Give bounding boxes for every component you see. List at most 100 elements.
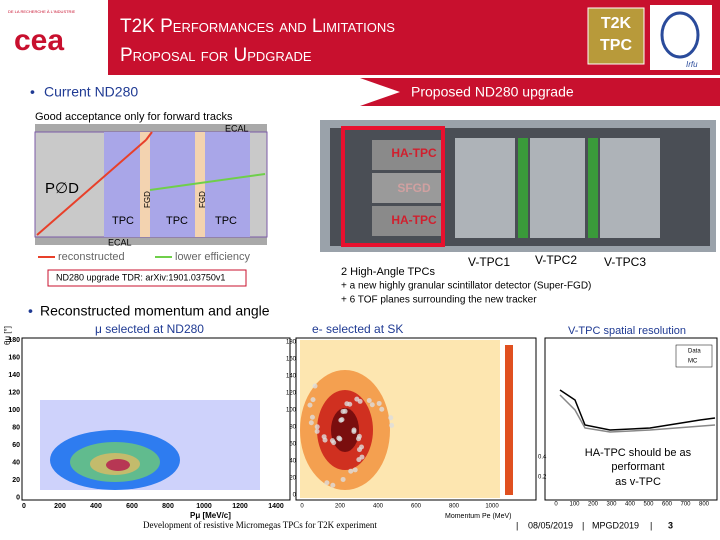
- x-tick-label: 500: [643, 502, 654, 508]
- annotation: performant: [611, 461, 664, 473]
- footer-sep: |: [650, 520, 652, 530]
- note: + a new highly granular scintillator det…: [341, 281, 591, 292]
- y-tick-label: 40: [289, 459, 296, 465]
- event-dot: [366, 398, 372, 404]
- fgd: [518, 138, 528, 238]
- y-tick-label: 60: [12, 442, 20, 449]
- detector-label: SFGD: [397, 181, 431, 195]
- y-tick-label: 80: [12, 424, 20, 431]
- event-dot: [309, 414, 315, 420]
- heading-left-bg: [0, 78, 360, 106]
- plot-title: V-TPC spatial resolution: [568, 325, 686, 337]
- diagram-label: TPC: [112, 215, 134, 227]
- y-tick-label: 40: [12, 459, 20, 466]
- x-tick-label: 400: [373, 504, 384, 510]
- x-tick-label: 400: [90, 503, 102, 510]
- y-tick-label: 160: [8, 354, 20, 361]
- track: [36, 139, 147, 236]
- diagram-label: ECAL: [225, 123, 249, 133]
- y-tick-label: 140: [286, 374, 297, 380]
- x-tick-label: 1000: [485, 504, 499, 510]
- event-dot: [369, 402, 375, 408]
- event-dot: [321, 434, 327, 440]
- diagram-label: TPC: [166, 215, 188, 227]
- title-line1: T2K Performances and Limitations: [120, 16, 395, 37]
- sfgd: [372, 173, 442, 203]
- axis-label: Momentum Pe (MeV): [445, 513, 512, 520]
- y-tick-label: 120: [8, 389, 20, 396]
- org: DE LA RECHERCHE À L'INDUSTRIE: [8, 9, 76, 14]
- annotation: HA-TPC should be as: [585, 447, 692, 459]
- y-tick-label: 0.2: [538, 475, 547, 481]
- bullet: Reconstructed momentum and angle: [40, 303, 270, 319]
- detector-label: HA-TPC: [391, 213, 437, 227]
- heading: Current ND280: [44, 84, 138, 100]
- y-tick-label: 100: [8, 407, 20, 414]
- y-tick-label: 60: [289, 442, 296, 448]
- fgd: [140, 132, 150, 237]
- resolution-curve: [559, 389, 716, 431]
- y-tick-label: 180: [286, 340, 297, 346]
- y-tick-label: 80: [289, 425, 296, 431]
- lab-box: [650, 5, 712, 70]
- footer-talk: Development of resistive Micromegas TPCs…: [143, 520, 377, 530]
- diagram-label: ECAL: [108, 237, 132, 247]
- x-tick-label: 200: [335, 504, 346, 510]
- caption: Good acceptance only for forward tracks: [35, 111, 233, 123]
- diagram-label: TPC: [215, 215, 237, 227]
- note: + 6 TOF planes surrounding the new track…: [341, 295, 537, 306]
- badge-text: T2K: [601, 15, 632, 32]
- x-tick-label: 1400: [268, 503, 284, 510]
- footer-conference: MPGD2019: [592, 520, 639, 530]
- event-dot: [307, 402, 313, 408]
- ha-tpc: [372, 206, 442, 236]
- legend-label: reconstructed: [58, 251, 125, 263]
- event-dot: [348, 468, 354, 474]
- event-dot: [314, 424, 320, 430]
- title-line2: Proposal for Updgrade: [120, 45, 312, 66]
- y-tick-label: 0: [293, 493, 297, 499]
- x-tick-label: 1200: [232, 503, 248, 510]
- event-dot: [352, 467, 358, 473]
- event-dot: [339, 417, 345, 423]
- event-dot: [357, 398, 363, 404]
- event-dot: [336, 435, 342, 441]
- event-dot: [379, 406, 385, 412]
- legend-label: MC: [688, 359, 698, 365]
- event-dot: [330, 482, 336, 488]
- x-tick-label: 1000: [196, 503, 212, 510]
- vtpc-label: V-TPC1: [468, 255, 510, 269]
- reference-box: [47, 269, 247, 287]
- axis-label: Pμ [MeV/c]: [190, 511, 231, 520]
- y-tick-label: 100: [286, 408, 297, 414]
- logo-box: [0, 0, 108, 75]
- heat: [331, 408, 359, 452]
- y-tick-label: 120: [286, 391, 297, 397]
- event-dot: [324, 480, 330, 486]
- legend-box: [675, 344, 713, 368]
- y-tick-label: 140: [8, 372, 20, 379]
- v-tpc: [530, 138, 585, 238]
- y-tick-label: 0.4: [538, 455, 547, 461]
- event-dot: [351, 428, 357, 434]
- ha-tpc: [372, 140, 442, 170]
- event-dot: [356, 457, 362, 463]
- event-dot: [314, 428, 320, 434]
- tpc: [205, 132, 250, 237]
- event-dot: [389, 422, 395, 428]
- fgd: [195, 132, 205, 237]
- x-tick-label: 800: [449, 504, 460, 510]
- y-tick-label: 20: [289, 476, 296, 482]
- v-tpc: [600, 138, 660, 238]
- x-tick-label: 200: [54, 503, 66, 510]
- badge-text: TPC: [600, 37, 632, 54]
- heat: [40, 400, 260, 490]
- event-dot: [340, 476, 346, 482]
- footer-page: 3: [668, 520, 673, 530]
- event-dot: [347, 401, 353, 407]
- diagram-label: P∅D: [45, 180, 79, 197]
- event-dot: [329, 438, 335, 444]
- resolution-curve: [559, 394, 716, 433]
- x-tick-label: 600: [126, 503, 138, 510]
